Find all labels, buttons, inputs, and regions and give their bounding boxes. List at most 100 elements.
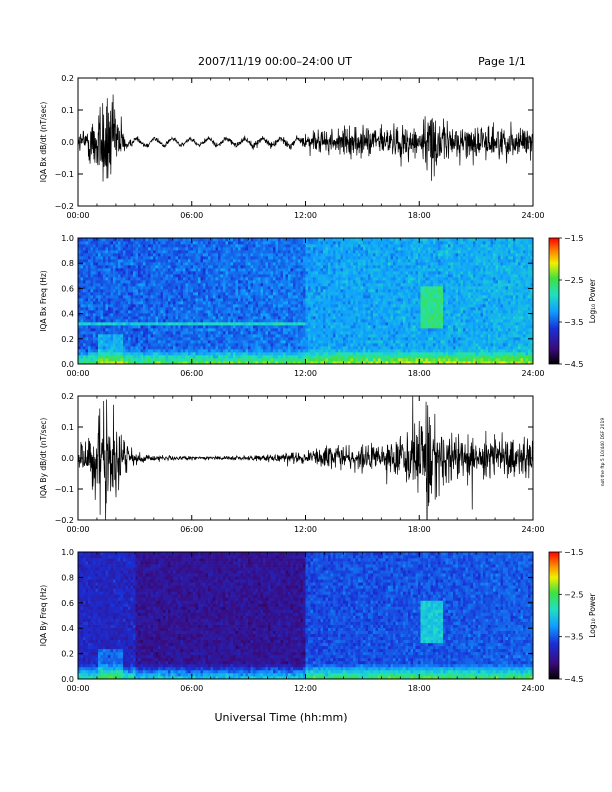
spectrogram-cell xyxy=(105,298,109,302)
spectrogram-cell xyxy=(118,241,121,245)
spectrogram-cell xyxy=(90,313,94,317)
spectrogram-cell xyxy=(128,277,131,281)
spectrogram-cell xyxy=(185,244,189,248)
spectrogram-cell xyxy=(283,295,286,299)
spectrogram-cell xyxy=(113,286,116,290)
spectrogram-cell xyxy=(135,346,139,350)
spectrogram-cell xyxy=(355,310,359,314)
spectrogram-cell xyxy=(363,346,366,350)
spectrogram-cell xyxy=(98,250,101,254)
spectrogram-cell xyxy=(218,298,221,302)
spectrogram-cell xyxy=(148,361,151,365)
spectrogram-cell xyxy=(278,334,281,338)
spectrogram-cell xyxy=(153,238,156,242)
spectrogram-cell xyxy=(313,265,316,269)
spectrogram-cell xyxy=(313,283,316,287)
spectrogram-cell xyxy=(333,331,336,335)
spectrogram-cell xyxy=(140,331,144,335)
spectrogram-cell xyxy=(245,262,249,266)
spectrogram-cell xyxy=(150,358,154,362)
spectrogram-cell xyxy=(253,265,256,269)
spectrogram-cell xyxy=(275,322,279,326)
spectrogram-cell xyxy=(335,304,339,308)
spectrogram-cell xyxy=(263,238,266,242)
spectrogram-cell xyxy=(78,253,81,257)
spectrogram-cell xyxy=(363,256,366,260)
spectrogram-cell xyxy=(170,346,174,350)
spectrogram-cell xyxy=(240,283,244,287)
spectrogram-cell xyxy=(308,316,311,320)
spectrogram-cell xyxy=(170,334,174,338)
spectrogram-cell xyxy=(140,310,144,314)
spectrogram-cell xyxy=(335,295,339,299)
spectrogram-cell xyxy=(188,289,191,293)
spectrogram-cell xyxy=(293,247,296,251)
spectrogram-cell xyxy=(270,352,274,356)
spectrogram-cell xyxy=(173,316,176,320)
spectrogram-cell xyxy=(105,265,109,269)
spectrogram-cell xyxy=(225,271,229,275)
spectrogram-cell xyxy=(313,361,316,365)
spectrogram-cell xyxy=(280,307,284,311)
spectrogram-cell xyxy=(273,280,276,284)
spectrogram-cell xyxy=(128,313,131,317)
spectrogram-cell xyxy=(158,325,161,329)
spectrogram-cell xyxy=(263,277,266,281)
spectrogram-cell xyxy=(168,277,171,281)
spectrogram-cell xyxy=(105,250,109,254)
spectrogram-cell xyxy=(160,283,164,287)
spectrogram-cell xyxy=(325,247,329,251)
spectrogram-cell xyxy=(250,361,254,365)
spectrogram-cell xyxy=(155,322,159,326)
spectrogram-cell xyxy=(225,361,229,365)
spectrogram-cell xyxy=(253,238,256,242)
spectrogram-cell xyxy=(358,361,361,365)
spectrogram-cell xyxy=(343,259,346,263)
spectrogram-cell xyxy=(193,253,196,257)
spectrogram-cell xyxy=(283,277,286,281)
spectrogram-cell xyxy=(105,262,109,266)
spectrogram-cell xyxy=(110,343,114,347)
spectrogram-cell xyxy=(263,289,266,293)
spectrogram-cell xyxy=(165,358,169,362)
spectrogram-cell xyxy=(240,325,244,329)
spectrogram-cell xyxy=(298,331,301,335)
spectrogram-cell xyxy=(110,247,114,251)
spectrogram-cell xyxy=(265,313,269,317)
spectrogram-cell xyxy=(288,253,291,257)
spectrogram-cell xyxy=(310,301,314,305)
spectrogram-cell xyxy=(150,280,154,284)
spectrogram-cell xyxy=(243,238,246,242)
spectrogram-cell xyxy=(345,349,349,353)
spectrogram-cell xyxy=(320,352,324,356)
spectrogram-cell xyxy=(160,343,164,347)
spectrogram-cell xyxy=(295,343,299,347)
spectrogram-cell xyxy=(200,286,204,290)
spectrogram-cell xyxy=(160,319,164,323)
spectrogram-cell xyxy=(303,322,306,326)
spectrogram-cell xyxy=(118,328,121,332)
spectrogram-cell xyxy=(98,274,101,278)
spectrogram-cell xyxy=(183,307,186,311)
spectrogram-cell xyxy=(300,244,304,248)
spectrogram-cell xyxy=(310,238,314,242)
spectrogram-cell xyxy=(175,310,179,314)
spectrogram-cell xyxy=(110,250,114,254)
spectrogram-cell xyxy=(123,256,126,260)
spectrogram-cell xyxy=(183,292,186,296)
spectrogram-cell xyxy=(315,241,319,245)
spectrogram-cell xyxy=(293,358,296,362)
spectrogram-cell xyxy=(188,241,191,245)
spectrogram-cell xyxy=(113,322,116,326)
spectrogram-cell xyxy=(353,262,356,266)
spectrogram-cell xyxy=(255,349,259,353)
spectrogram-cell xyxy=(235,253,239,257)
spectrogram-cell xyxy=(260,361,264,365)
spectrogram-cell xyxy=(345,352,349,356)
spectrogram-cell xyxy=(93,340,96,344)
spectrogram-cell xyxy=(310,256,314,260)
spectrogram-cell xyxy=(88,298,91,302)
spectrogram-cell xyxy=(190,316,194,320)
spectrogram-cell xyxy=(223,358,226,362)
spectrogram-cell xyxy=(148,247,151,251)
